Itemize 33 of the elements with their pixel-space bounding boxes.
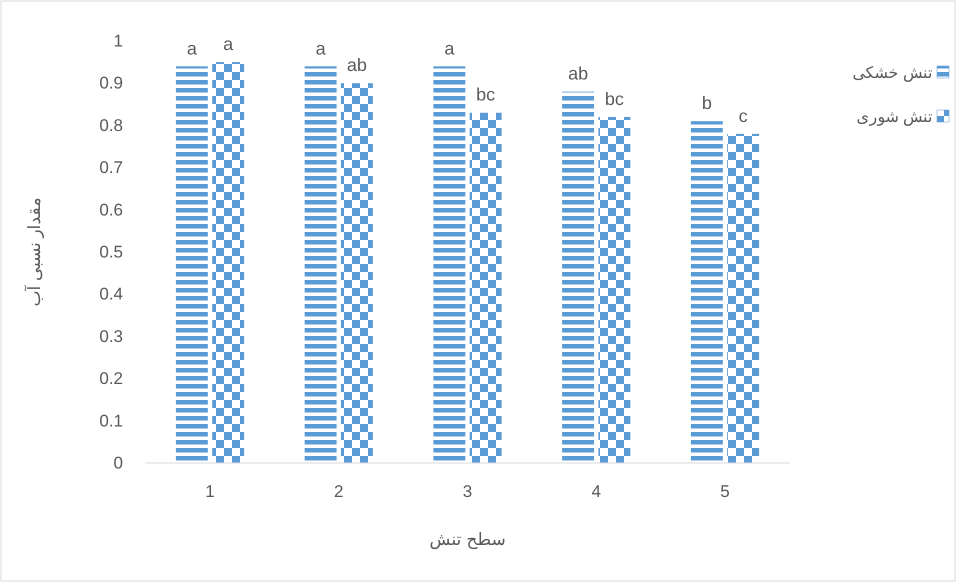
y-tick-label: 0.1 bbox=[99, 411, 123, 430]
x-tick-label: 3 bbox=[462, 482, 472, 502]
y-tick-label: 0.3 bbox=[99, 326, 123, 346]
annotation: a bbox=[444, 38, 456, 58]
y-tick-label: 0.8 bbox=[99, 116, 123, 135]
x-tick-label: 5 bbox=[720, 482, 730, 502]
x-tick-label: 4 bbox=[592, 482, 601, 502]
x-tick-label: 1 bbox=[205, 482, 215, 502]
annotation: bc bbox=[604, 88, 624, 109]
y-tick-label: 0.2 bbox=[99, 369, 123, 388]
text: تنش خشکی bbox=[852, 65, 932, 82]
y-tick-label: 1 bbox=[114, 31, 123, 50]
y-axis-title: مقدار نسبی آب bbox=[23, 197, 45, 307]
annotation: a bbox=[223, 34, 234, 54]
annotation: a bbox=[186, 38, 198, 58]
annotation: a bbox=[316, 38, 327, 58]
annotation: ab bbox=[346, 55, 367, 76]
annotation: bc bbox=[476, 84, 496, 105]
x-axis-title: سطح تنش bbox=[430, 530, 506, 550]
y-tick-label: 0.9 bbox=[99, 74, 123, 93]
annotation: ab bbox=[568, 64, 588, 84]
text: تنش شوری bbox=[856, 109, 932, 126]
bar bbox=[598, 116, 630, 463]
annotation: b bbox=[702, 93, 712, 114]
y-tick-label: 0.6 bbox=[99, 200, 123, 220]
annotation: c bbox=[738, 106, 748, 126]
y-tick-label: 0.5 bbox=[99, 242, 123, 262]
bar bbox=[727, 134, 760, 463]
y-tick-label: 0.4 bbox=[99, 284, 123, 304]
y-tick-label: 0 bbox=[114, 453, 123, 472]
y-tick-label: 0.7 bbox=[99, 158, 123, 178]
x-tick-label: 2 bbox=[334, 482, 344, 502]
bar bbox=[470, 112, 502, 463]
